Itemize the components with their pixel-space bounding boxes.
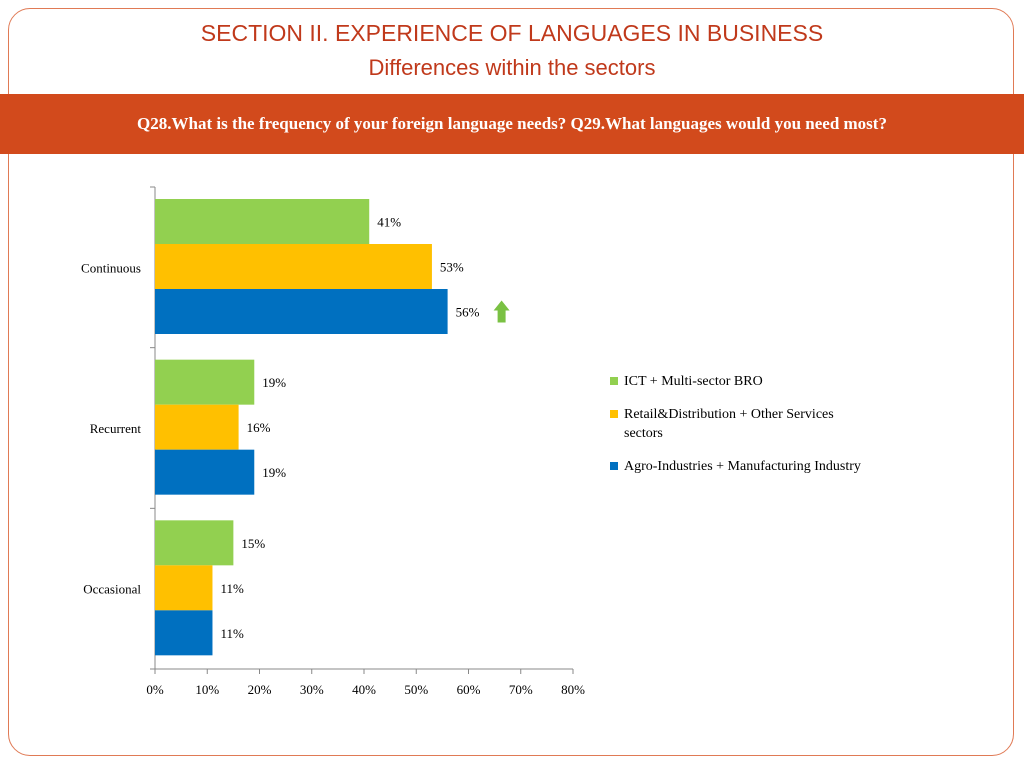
data-label: 19%	[262, 375, 286, 390]
data-label: 16%	[247, 420, 271, 435]
x-tick-label: 20%	[248, 682, 272, 697]
bar	[155, 610, 213, 656]
legend-item-agro: Agro-Industries + Manufacturing Industry	[610, 457, 870, 476]
data-label: 41%	[377, 215, 401, 230]
bar	[155, 199, 370, 244]
x-tick-label: 70%	[509, 682, 533, 697]
bar	[155, 404, 239, 450]
legend-label-ict: ICT + Multi-sector BRO	[624, 374, 763, 389]
data-label: 11%	[220, 626, 244, 641]
legend-item-retail: Retail&Distribution + Other Services sec…	[610, 405, 870, 443]
data-label: 19%	[262, 465, 286, 480]
legend-swatch-agro	[610, 462, 618, 470]
data-label: 53%	[440, 260, 464, 275]
category-label: Occasional	[83, 582, 141, 597]
x-tick-label: 0%	[146, 682, 164, 697]
category-label: Recurrent	[90, 421, 142, 436]
question-banner: Q28.What is the frequency of your foreig…	[0, 94, 1024, 154]
legend-swatch-ict	[610, 377, 618, 385]
legend-label-retail: Retail&Distribution + Other Services sec…	[624, 407, 834, 441]
chart-legend: ICT + Multi-sector BRO Retail&Distributi…	[610, 372, 870, 490]
bar	[155, 359, 255, 405]
category-label: Continuous	[81, 260, 141, 275]
bar	[155, 565, 213, 611]
x-tick-label: 50%	[404, 682, 428, 697]
data-label: 56%	[456, 305, 480, 320]
slide-frame	[8, 8, 1014, 756]
legend-label-agro: Agro-Industries + Manufacturing Industry	[624, 459, 861, 474]
bar	[155, 520, 234, 566]
x-tick-label: 60%	[457, 682, 481, 697]
x-tick-label: 80%	[561, 682, 585, 697]
bar	[155, 289, 448, 334]
legend-swatch-retail	[610, 410, 618, 418]
data-label: 15%	[241, 536, 265, 551]
page-subtitle: Differences within the sectors	[368, 55, 656, 80]
legend-item-ict: ICT + Multi-sector BRO	[610, 372, 870, 391]
x-tick-label: 10%	[195, 682, 219, 697]
page-title: SECTION II. EXPERIENCE OF LANGUAGES IN B…	[200, 20, 824, 46]
bar	[155, 244, 432, 289]
data-label: 11%	[220, 581, 244, 596]
up-arrow-icon	[493, 300, 510, 323]
bar	[155, 449, 255, 495]
x-tick-label: 30%	[300, 682, 324, 697]
x-tick-label: 40%	[352, 682, 376, 697]
